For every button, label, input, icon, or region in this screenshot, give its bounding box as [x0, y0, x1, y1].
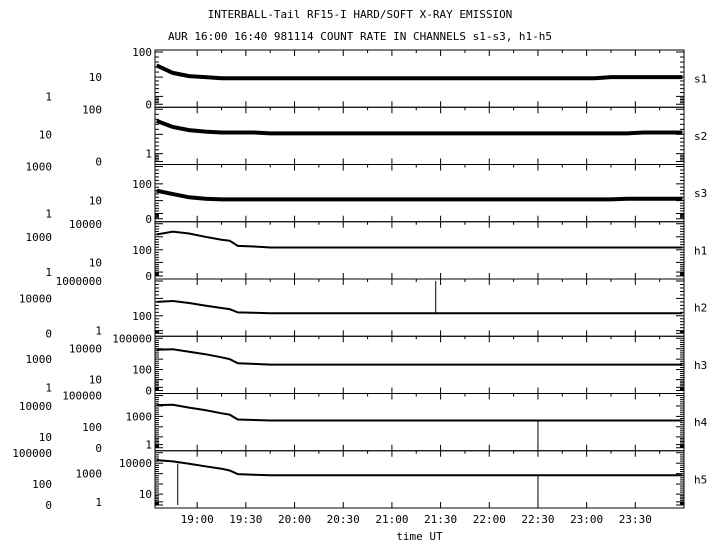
y-tick-label: 100: [82, 103, 102, 116]
y-tick-label: 10: [89, 195, 102, 208]
panel-frame-h5: [154, 450, 685, 509]
y-tick-label: 1: [145, 148, 152, 161]
y-tick-label: 1: [45, 266, 52, 279]
y-tick-label: 10: [39, 128, 52, 141]
y-tick-label: 0: [45, 327, 52, 340]
y-tick-label: 0: [145, 385, 152, 398]
y-tick-label: 10000: [119, 457, 152, 470]
x-tick-label: 22:00: [473, 513, 506, 526]
y-tick-label: 10: [89, 71, 102, 84]
series-line-h1: [156, 230, 683, 249]
y-tick-label: 0: [95, 442, 102, 455]
y-tick-label: 100000: [112, 332, 152, 345]
y-tick-label: 10: [39, 431, 52, 444]
panel-frame-h2: [154, 278, 685, 337]
y-tick-label: 10: [89, 256, 102, 269]
y-tick-label: 0: [45, 499, 52, 512]
x-tick-label: 20:30: [327, 513, 360, 526]
y-tick-label: 1000: [26, 231, 53, 244]
y-tick-label: 100000: [12, 447, 52, 460]
panel-label-h3: h3: [694, 359, 707, 372]
series-line-h3: [156, 348, 683, 366]
y-tick-label: 10: [89, 374, 102, 387]
series-line-h5: [156, 459, 683, 477]
y-tick-label: 0: [145, 98, 152, 111]
panel-label-h4: h4: [694, 416, 708, 429]
panel-frame-h1: [154, 221, 685, 280]
y-tick-label: 1: [45, 90, 52, 103]
panel-frame-h4: [154, 393, 685, 452]
x-tick-label: 21:00: [375, 513, 408, 526]
y-tick-label: 100: [32, 478, 52, 491]
panel-label-h1: h1: [694, 244, 707, 257]
panel-label-h2: h2: [694, 302, 707, 315]
y-tick-label: 0: [145, 270, 152, 283]
x-tick-label: 23:30: [619, 513, 652, 526]
series-line-h2: [156, 299, 683, 315]
y-tick-label: 100: [132, 46, 152, 59]
panel-label-h5: h5: [694, 473, 707, 486]
panel-label-s3: s3: [694, 187, 707, 200]
x-tick-label: 23:00: [570, 513, 603, 526]
x-tick-label: 21:30: [424, 513, 457, 526]
y-tick-label: 100: [132, 178, 152, 191]
panel-label-s1: s1: [694, 73, 707, 86]
y-tick-label: 1000: [26, 161, 53, 174]
y-tick-label: 100: [82, 421, 102, 434]
chart-title: INTERBALL-Tail RF15-I HARD/SOFT X-RAY EM…: [207, 8, 513, 21]
y-tick-label: 1000: [126, 410, 153, 423]
y-tick-label: 0: [95, 156, 102, 169]
y-tick-label: 10: [139, 488, 152, 501]
y-tick-label: 1: [95, 325, 102, 338]
y-tick-label: 10000: [69, 218, 102, 231]
chart-subtitle: AUR 16:00 16:40 981114 COUNT RATE IN CHA…: [167, 30, 553, 43]
y-tick-label: 100: [132, 244, 152, 257]
series-line-s2: [155, 119, 683, 136]
y-tick-label: 1: [45, 208, 52, 221]
y-tick-label: 100000: [62, 390, 102, 403]
y-tick-label: 100: [132, 364, 152, 377]
y-tick-label: 1000: [76, 468, 103, 481]
series-line-s1: [155, 63, 683, 81]
x-tick-label: 20:00: [278, 513, 311, 526]
series-line-h4: [156, 403, 683, 422]
x-tick-label: 19:30: [229, 513, 262, 526]
y-tick-label: 1: [145, 439, 152, 452]
panel-frame-s2: [154, 106, 685, 165]
y-tick-label: 10000: [19, 400, 52, 413]
x-tick-label: 22:30: [521, 513, 554, 526]
y-tick-label: 0: [145, 213, 152, 226]
x-tick-label: 19:00: [181, 513, 214, 526]
series-line-s3: [156, 188, 683, 202]
y-tick-label: 10000: [69, 343, 102, 356]
y-tick-label: 1: [45, 381, 52, 394]
panel-label-s2: s2: [694, 130, 707, 143]
panel-frame-s3: [154, 164, 685, 223]
y-tick-label: 100: [132, 310, 152, 323]
x-axis-label: time UT: [396, 530, 443, 543]
y-tick-label: 1000000: [56, 275, 102, 288]
y-tick-label: 10000: [19, 292, 52, 305]
y-tick-label: 1: [95, 496, 102, 509]
y-tick-label: 1000: [26, 353, 53, 366]
